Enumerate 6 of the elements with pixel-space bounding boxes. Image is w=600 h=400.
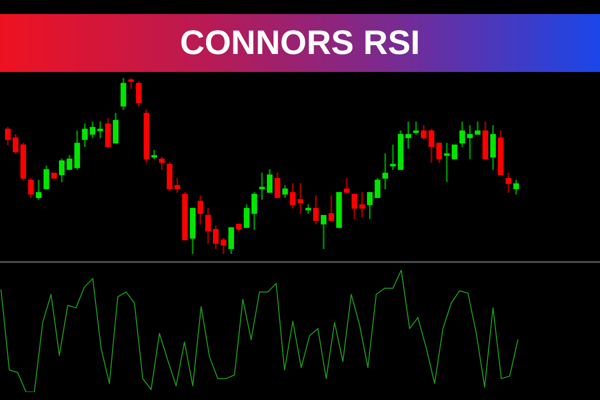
candlestick bbox=[128, 78, 134, 89]
chart-title: CONNORS RSI bbox=[0, 14, 600, 72]
candlestick bbox=[298, 183, 304, 214]
candlestick bbox=[413, 122, 419, 135]
candlestick bbox=[467, 125, 473, 160]
candlestick bbox=[390, 144, 396, 170]
